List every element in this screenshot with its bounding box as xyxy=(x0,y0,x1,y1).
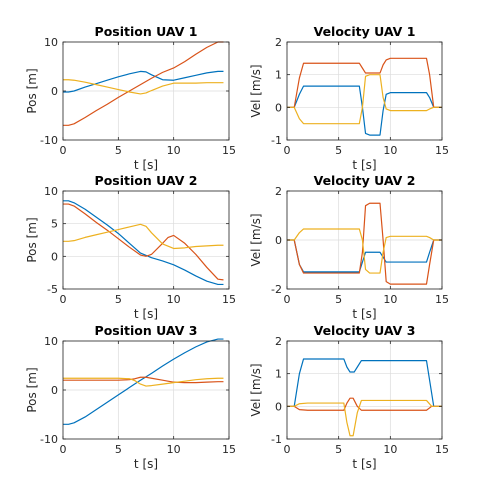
x-tick-label: 15 xyxy=(222,293,236,306)
x-tick-label: 0 xyxy=(284,293,291,306)
x-tick-label: 5 xyxy=(335,293,342,306)
series-line-1 xyxy=(63,338,224,425)
y-axis-label: Pos [m] xyxy=(25,217,39,262)
plot-frame xyxy=(286,41,443,141)
series-line-3 xyxy=(287,399,442,437)
series-line-1 xyxy=(287,85,442,136)
subplot-title: Position UAV 1 xyxy=(95,24,198,39)
x-tick-label: 0 xyxy=(60,144,67,157)
x-tick-label: 15 xyxy=(222,443,236,456)
y-tick-label: -5 xyxy=(47,283,58,296)
y-tick-label: 0 xyxy=(275,400,282,413)
y-tick-label: -10 xyxy=(40,134,58,147)
y-tick-label: 0 xyxy=(275,234,282,247)
y-tick-label: 2 xyxy=(275,185,282,198)
y-tick-label: 0 xyxy=(51,384,58,397)
x-tick-label: 15 xyxy=(222,144,236,157)
x-tick-label: 5 xyxy=(115,443,122,456)
x-tick-label: 10 xyxy=(383,443,397,456)
y-axis-label: Vel [m/s] xyxy=(249,363,263,416)
y-tick-label: 0 xyxy=(275,101,282,114)
series-line-1 xyxy=(63,70,224,93)
y-tick-label: -1 xyxy=(271,433,282,446)
y-tick-label: 10 xyxy=(44,185,58,198)
y-tick-label: 0 xyxy=(51,85,58,98)
x-tick-label: 10 xyxy=(167,443,181,456)
series-line-3 xyxy=(287,74,442,125)
x-tick-label: 10 xyxy=(167,144,181,157)
subplot-title: Velocity UAV 2 xyxy=(314,173,416,188)
x-tick-label: 5 xyxy=(115,144,122,157)
x-axis-label: t [s] xyxy=(134,457,158,471)
x-tick-label: 5 xyxy=(335,443,342,456)
y-tick-label: 5 xyxy=(51,218,58,231)
series-line-3 xyxy=(287,228,442,274)
series-line-2 xyxy=(63,376,224,384)
series-line-2 xyxy=(287,397,442,411)
y-axis-label: Vel [m/s] xyxy=(249,64,263,117)
x-tick-label: 15 xyxy=(435,293,449,306)
x-tick-label: 10 xyxy=(383,293,397,306)
y-tick-label: -1 xyxy=(271,134,282,147)
y-axis-label: Vel [m/s] xyxy=(249,213,263,266)
y-tick-label: 1 xyxy=(275,368,282,381)
x-tick-label: 15 xyxy=(435,144,449,157)
subplot-title: Position UAV 2 xyxy=(95,173,198,188)
series-line-1 xyxy=(287,358,442,407)
series-line-2 xyxy=(63,41,224,126)
x-tick-label: 5 xyxy=(335,144,342,157)
y-tick-label: 2 xyxy=(275,36,282,49)
y-tick-label: -2 xyxy=(271,283,282,296)
x-tick-label: 0 xyxy=(60,293,67,306)
x-tick-label: 0 xyxy=(284,443,291,456)
y-tick-label: 10 xyxy=(44,36,58,49)
y-tick-label: 2 xyxy=(275,335,282,348)
x-tick-label: 15 xyxy=(435,443,449,456)
y-tick-label: 1 xyxy=(275,69,282,82)
x-axis-label: t [s] xyxy=(134,307,158,321)
x-axis-label: t [s] xyxy=(352,158,376,172)
series-line-3 xyxy=(63,79,224,95)
x-tick-label: 0 xyxy=(60,443,67,456)
x-tick-label: 5 xyxy=(115,293,122,306)
series-line-2 xyxy=(63,203,224,281)
x-axis-label: t [s] xyxy=(352,307,376,321)
series-line-3 xyxy=(63,223,224,250)
y-axis-label: Pos [m] xyxy=(25,367,39,412)
subplot-title: Position UAV 3 xyxy=(95,323,198,338)
y-tick-label: 0 xyxy=(51,250,58,263)
plot-frame xyxy=(286,340,443,440)
subplot-title: Velocity UAV 1 xyxy=(314,24,416,39)
series-line-2 xyxy=(287,57,442,108)
x-tick-label: 10 xyxy=(383,144,397,157)
x-axis-label: t [s] xyxy=(134,158,158,172)
x-tick-label: 10 xyxy=(167,293,181,306)
series-line-1 xyxy=(63,200,224,286)
y-axis-label: Pos [m] xyxy=(25,68,39,113)
series-line-3 xyxy=(63,377,224,387)
plot-frame xyxy=(62,190,230,290)
subplot-title: Velocity UAV 3 xyxy=(314,323,416,338)
x-axis-label: t [s] xyxy=(352,457,376,471)
y-tick-label: -10 xyxy=(40,433,58,446)
x-tick-label: 0 xyxy=(284,144,291,157)
y-tick-label: 10 xyxy=(44,335,58,348)
series-line-2 xyxy=(287,202,442,285)
